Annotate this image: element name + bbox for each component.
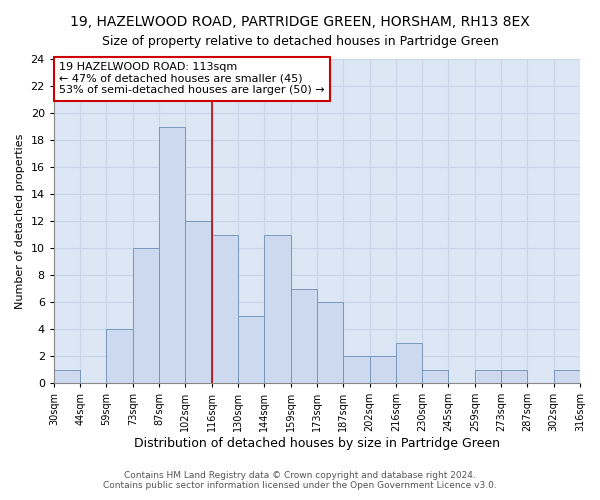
Bar bbox=[238, 316, 264, 383]
Bar bbox=[133, 248, 159, 383]
Bar bbox=[370, 356, 396, 383]
Bar bbox=[422, 370, 448, 383]
Bar bbox=[159, 126, 185, 383]
Bar bbox=[343, 356, 370, 383]
Bar bbox=[185, 221, 212, 383]
Bar bbox=[475, 370, 501, 383]
Y-axis label: Number of detached properties: Number of detached properties bbox=[15, 134, 25, 308]
Text: 19 HAZELWOOD ROAD: 113sqm
← 47% of detached houses are smaller (45)
53% of semi-: 19 HAZELWOOD ROAD: 113sqm ← 47% of detac… bbox=[59, 62, 325, 96]
Text: Contains HM Land Registry data © Crown copyright and database right 2024.
Contai: Contains HM Land Registry data © Crown c… bbox=[103, 470, 497, 490]
Text: Size of property relative to detached houses in Partridge Green: Size of property relative to detached ho… bbox=[101, 35, 499, 48]
Bar bbox=[317, 302, 343, 383]
Bar bbox=[501, 370, 527, 383]
Bar bbox=[264, 234, 290, 383]
Bar bbox=[554, 370, 580, 383]
Bar bbox=[396, 342, 422, 383]
X-axis label: Distribution of detached houses by size in Partridge Green: Distribution of detached houses by size … bbox=[134, 437, 500, 450]
Bar bbox=[290, 288, 317, 383]
Bar bbox=[54, 370, 80, 383]
Bar bbox=[106, 329, 133, 383]
Bar bbox=[212, 234, 238, 383]
Text: 19, HAZELWOOD ROAD, PARTRIDGE GREEN, HORSHAM, RH13 8EX: 19, HAZELWOOD ROAD, PARTRIDGE GREEN, HOR… bbox=[70, 15, 530, 29]
